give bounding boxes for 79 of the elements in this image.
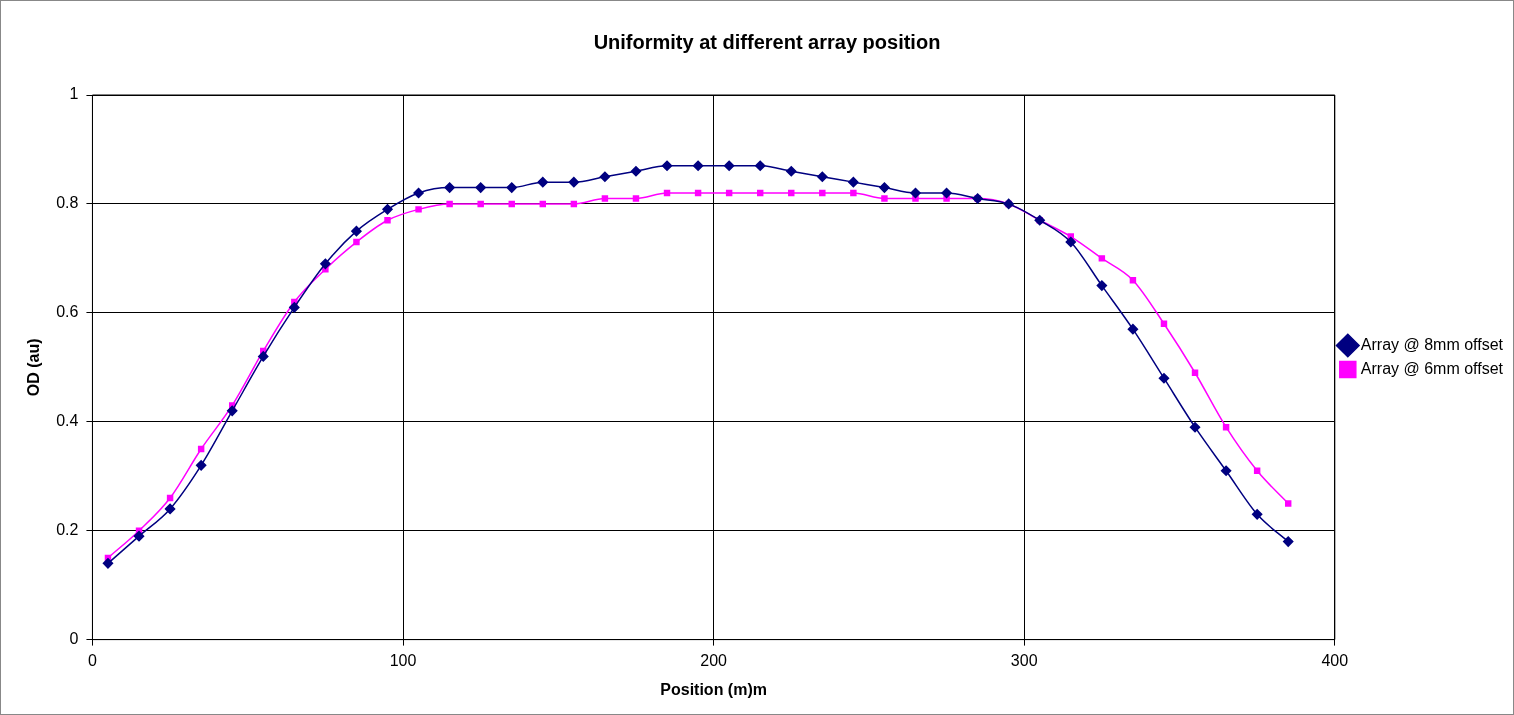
point [133, 530, 145, 542]
x-tick-label: 200 [700, 651, 728, 669]
point [1282, 536, 1294, 547]
point [1253, 467, 1261, 474]
y-tick-label: 0.6 [56, 303, 79, 321]
point [258, 351, 269, 362]
point [444, 182, 455, 193]
point [1189, 421, 1201, 433]
point [1158, 372, 1170, 384]
point [1251, 509, 1263, 520]
point [694, 189, 702, 197]
point [725, 189, 733, 197]
point [1098, 255, 1106, 262]
point [382, 204, 393, 215]
point [1284, 500, 1292, 507]
point [632, 195, 640, 202]
point [446, 200, 453, 208]
point [1220, 465, 1232, 477]
point [508, 200, 515, 208]
point [1222, 423, 1230, 431]
point [1129, 276, 1137, 284]
point [1191, 369, 1199, 376]
x-tick-label: 0 [87, 651, 97, 669]
point [102, 558, 114, 569]
x-tick-label: 400 [1321, 651, 1349, 669]
point [506, 182, 517, 193]
point [723, 160, 735, 172]
point [817, 171, 828, 182]
point [754, 160, 766, 172]
point [475, 182, 486, 193]
point [539, 200, 547, 208]
point [289, 302, 300, 313]
y-tick-label: 0.4 [56, 412, 79, 430]
legend-label: Array @ 6mm offset [1360, 359, 1504, 377]
y-tick-label: 0.2 [56, 521, 79, 539]
point [195, 460, 207, 471]
point [537, 176, 549, 188]
point [819, 189, 826, 197]
point [850, 189, 857, 197]
point [353, 238, 360, 246]
point [568, 176, 580, 188]
point [692, 160, 704, 172]
point [879, 182, 890, 193]
y-axis-title: OD (au) [25, 338, 43, 397]
point [788, 189, 795, 197]
point [320, 258, 331, 270]
legend-label: Array @ 8mm offset [1360, 335, 1504, 353]
x-axis-title: Position (m)m [660, 680, 767, 698]
chart-title: Uniformity at different array position [593, 30, 941, 53]
point [848, 176, 859, 188]
x-tick-label: 300 [1010, 651, 1038, 669]
point [601, 195, 609, 202]
point [1065, 236, 1077, 248]
point [197, 445, 205, 453]
point [630, 165, 642, 177]
point [1096, 280, 1108, 291]
point [226, 405, 238, 417]
point [351, 225, 362, 237]
point [1160, 320, 1168, 327]
point [756, 189, 764, 197]
y-tick-label: 0.8 [56, 194, 79, 212]
y-tick-label: 1 [69, 85, 79, 103]
point [166, 494, 174, 502]
point [881, 195, 888, 202]
x-tick-label: 100 [389, 651, 417, 669]
point [477, 200, 484, 208]
point [661, 160, 673, 172]
point [164, 503, 176, 515]
point [910, 187, 921, 199]
point [786, 165, 797, 177]
point [415, 206, 422, 213]
point [599, 171, 611, 182]
point [1127, 323, 1139, 335]
point [384, 217, 391, 224]
point [570, 200, 578, 208]
y-tick-label: 0 [69, 630, 79, 648]
point [663, 189, 671, 197]
point [413, 187, 424, 199]
point [941, 187, 952, 199]
